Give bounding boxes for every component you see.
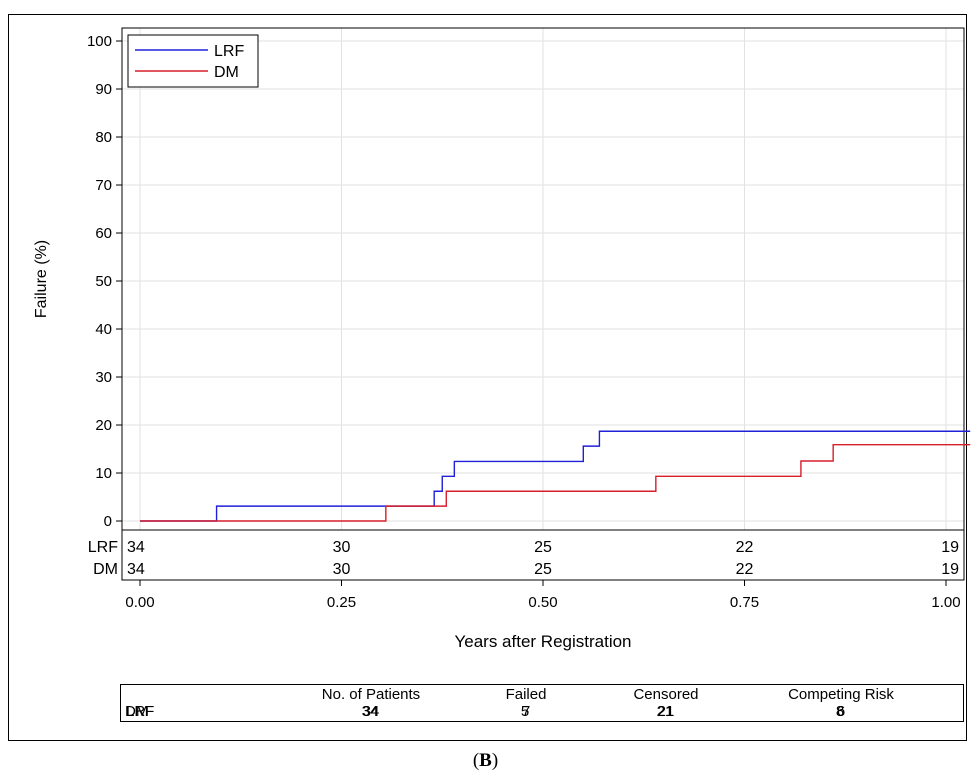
y-tick-label: 60 <box>95 225 112 242</box>
header-no-of-patients: No. of Patients <box>321 686 421 703</box>
y-tick-label: 10 <box>95 465 112 482</box>
cell-failed: 7 <box>521 703 531 720</box>
cell-failed: 5 <box>520 703 530 720</box>
y-tick-label: 70 <box>95 177 112 194</box>
legend-label-lrf: LRF <box>214 43 244 60</box>
at-risk-value: 19 <box>941 561 959 578</box>
y-axis: 0 10 20 30 40 50 60 70 80 90 100 <box>87 33 122 530</box>
cell-competing-risk: 8 <box>835 703 845 720</box>
at-risk-value: 25 <box>534 561 552 578</box>
y-tick-label: 40 <box>95 321 112 338</box>
at-risk-row-label: LRF <box>88 539 118 556</box>
y-tick-label: 90 <box>95 81 112 98</box>
panel-label: (B) <box>0 750 971 772</box>
x-axis-label: Years after Registration <box>454 632 631 651</box>
row-label: LRF <box>126 703 155 720</box>
series-line-lrf <box>140 430 971 522</box>
at-risk-value: 34 <box>127 561 145 578</box>
grid-layer <box>122 28 964 530</box>
header-competing-risk: Competing Risk <box>788 686 894 703</box>
at-risk-value: 19 <box>941 539 959 556</box>
x-axis: 0.00 0.25 0.50 0.75 1.00 <box>125 580 961 611</box>
y-tick-label: 80 <box>95 129 112 146</box>
series-line-dm <box>140 443 971 522</box>
panel-label-close: ) <box>491 750 499 771</box>
x-tick-label: 0.50 <box>528 594 557 611</box>
series-layer <box>140 430 971 522</box>
cell-patients: 34 <box>362 703 380 720</box>
x-tick-label: 0.75 <box>730 594 759 611</box>
cell-censored: 21 <box>657 703 675 720</box>
at-risk-value: 30 <box>333 561 351 578</box>
cell-patients: 34 <box>361 703 379 720</box>
legend-box <box>127 34 259 88</box>
panel-label-open: ( <box>472 750 480 771</box>
summary-row-lrf: LRF 34 7 21 6 <box>121 703 963 720</box>
summary-row-dm: DM 34 5 21 8 <box>120 703 964 720</box>
at-risk-value: 25 <box>534 539 552 556</box>
at-risk-value: 34 <box>127 539 145 556</box>
y-tick-label: 50 <box>95 273 112 290</box>
y-axis-label: Failure (%) <box>33 240 50 318</box>
cell-censored: 21 <box>656 703 674 720</box>
x-tick-label: 0.00 <box>125 594 154 611</box>
y-tick-label: 20 <box>95 417 112 434</box>
at-risk-value: 22 <box>736 561 754 578</box>
at-risk-value: 22 <box>736 539 754 556</box>
header-censored: Censored <box>633 686 699 703</box>
summary-table: No. of Patients Failed Censored Competin… <box>120 684 964 722</box>
y-tick-label: 30 <box>95 369 112 386</box>
at-risk-row-label: DM <box>93 561 118 578</box>
row-label: DM <box>125 703 149 720</box>
x-tick-label: 1.00 <box>931 594 960 611</box>
cell-competing-risk: 6 <box>836 703 846 720</box>
legend: LRF DM <box>127 34 259 88</box>
header-failed: Failed <box>505 686 547 703</box>
legend-label-dm: DM <box>214 64 239 81</box>
y-tick-label: 0 <box>104 513 112 530</box>
figure-frame <box>8 14 967 741</box>
at-risk-table: LRF 34 30 25 22 19 DM 34 30 25 22 19 <box>88 539 959 578</box>
x-tick-label: 0.25 <box>327 594 356 611</box>
y-tick-label: 100 <box>87 33 112 50</box>
at-risk-value: 30 <box>333 539 351 556</box>
summary-header-row: No. of Patients Failed Censored Competin… <box>121 686 963 703</box>
panel-label-letter: B <box>479 750 492 771</box>
